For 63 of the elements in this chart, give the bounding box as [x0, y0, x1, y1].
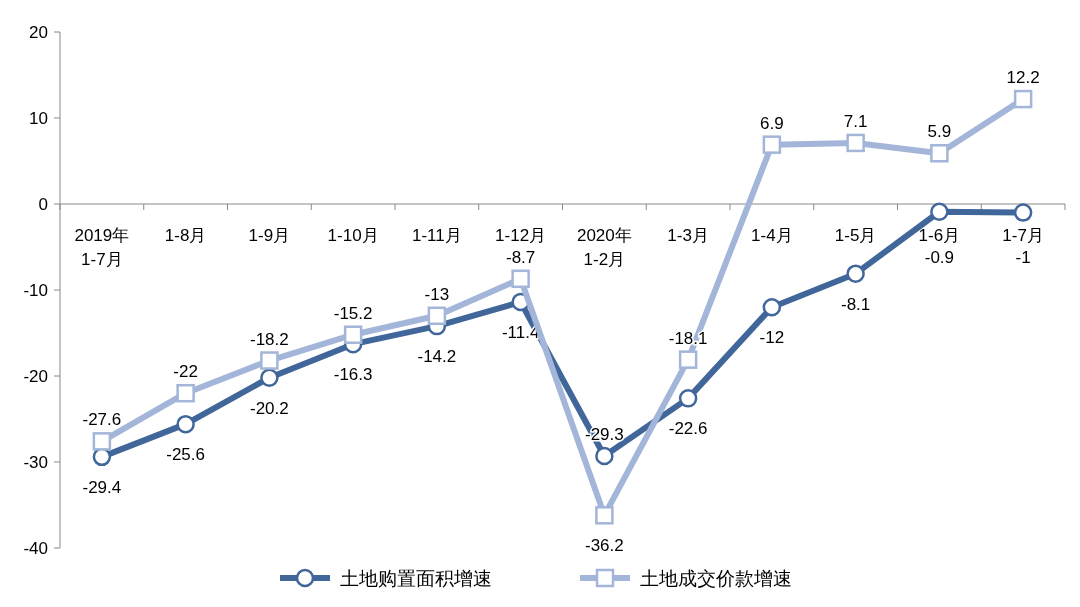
data-label: -15.2 [333, 303, 373, 323]
data-label: 6.9 [760, 113, 784, 133]
point [678, 350, 698, 369]
data-label: -18.2 [250, 329, 289, 349]
point [846, 133, 865, 153]
y-tick-label: -30 [23, 452, 48, 472]
point [260, 368, 279, 387]
point [762, 297, 782, 317]
x-tick-label: 1-11月 [411, 226, 462, 245]
data-label: -8.7 [505, 247, 536, 267]
x-tick-label: 1-8月 [164, 226, 207, 245]
x-tick-label: 1-6月 [918, 226, 961, 245]
data-label: -36.2 [585, 536, 624, 556]
x-tick-label: 1-5月 [834, 226, 877, 245]
data-label: 12.2 [1006, 68, 1040, 88]
x-tick-label: 1-12月 [495, 226, 547, 245]
point [427, 306, 447, 326]
point [1013, 89, 1033, 109]
y-tick-label: 20 [29, 22, 48, 42]
point [846, 264, 865, 283]
legend-label: 土地购置面积增速 [340, 567, 492, 589]
x-tick-label: 1-10月 [327, 226, 379, 245]
point [678, 389, 698, 408]
x-tick-label: 1-3月 [667, 226, 709, 245]
data-label: -13 [424, 284, 450, 304]
x-tick-label: 1-9月 [248, 226, 291, 245]
x-tick-label: 1-4月 [751, 226, 793, 245]
point [92, 432, 112, 451]
point [762, 135, 782, 154]
data-label: 7.1 [843, 111, 868, 131]
data-label: -12 [759, 328, 785, 348]
data-label: -14.2 [417, 347, 457, 367]
data-label: -29.4 [82, 477, 122, 497]
y-tick-label: -10 [23, 280, 48, 300]
legend-label: 土地成交价款增速 [640, 567, 792, 589]
point [260, 351, 279, 370]
point [176, 414, 195, 434]
data-label: -20.2 [250, 398, 289, 418]
point [176, 383, 195, 403]
data-label: -1 [1015, 248, 1031, 267]
y-tick-label: 10 [29, 108, 48, 128]
point [930, 144, 949, 163]
point [343, 325, 363, 344]
data-label: 5.9 [927, 122, 952, 142]
x-tick-label: 1-7月 [1002, 226, 1044, 245]
data-label: -25.6 [166, 445, 205, 465]
data-label: -22 [173, 362, 198, 382]
data-label: -18.1 [668, 328, 708, 348]
y-tick-label: -40 [23, 538, 48, 558]
point [595, 506, 614, 525]
point [1013, 203, 1033, 222]
x-tick-label: 2019年 1-7月 [74, 226, 130, 269]
data-label: -27.6 [82, 410, 122, 430]
y-tick-label: 0 [38, 194, 48, 214]
point [511, 269, 530, 289]
point [930, 202, 949, 221]
data-label: -16.3 [333, 365, 373, 385]
y-tick-label: -20 [23, 366, 48, 386]
data-label: -22.6 [668, 419, 708, 439]
data-label: -0.9 [924, 248, 955, 267]
point [595, 446, 614, 466]
x-tick-label: 2020年 1-2月 [576, 226, 632, 269]
data-label: -8.1 [840, 294, 871, 314]
